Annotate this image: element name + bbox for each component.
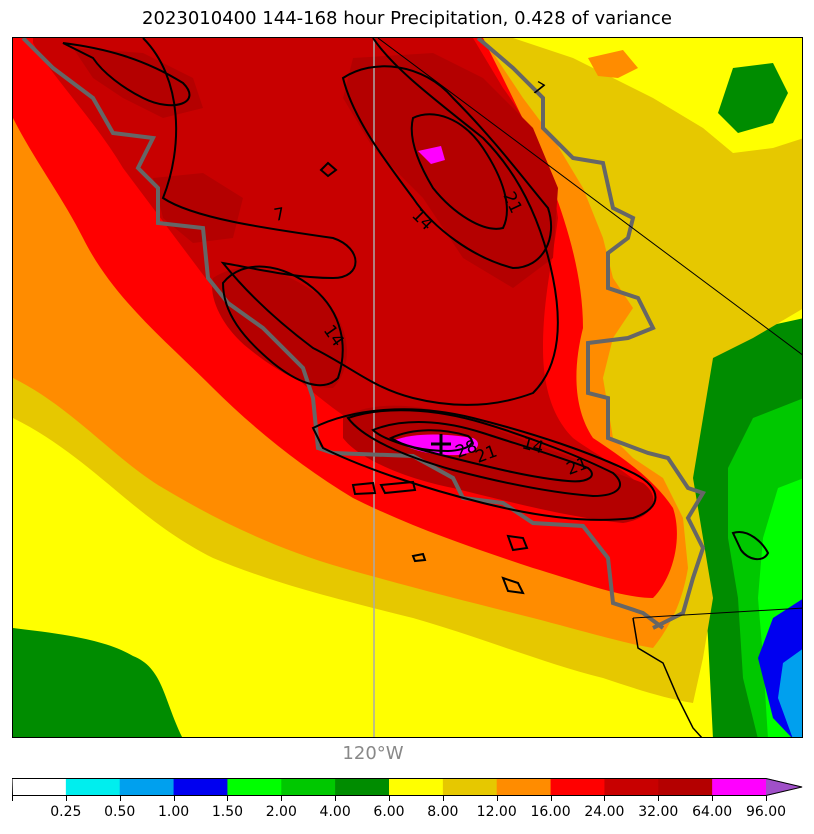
colorbar-segment xyxy=(12,778,67,796)
map-canvas: 7 7 14 21 14 28 21 14 21 xyxy=(13,38,802,737)
colorbar-segment xyxy=(550,778,605,796)
contour-7-outer xyxy=(142,38,559,406)
field-4-6-southwest xyxy=(13,628,183,737)
colorbar-segment xyxy=(496,778,552,796)
maximum-marker xyxy=(431,434,451,454)
colorbar-tick xyxy=(604,796,606,801)
colorbar-segment xyxy=(658,778,713,796)
colorbar-label: 1.00 xyxy=(157,804,190,820)
field-32-64-northcentral xyxy=(343,53,558,288)
contour-small-6 xyxy=(501,576,525,595)
state-border-east xyxy=(476,38,706,630)
colorbar-segment xyxy=(442,778,498,796)
contour-small-7 xyxy=(731,531,770,561)
colorbar-tick xyxy=(12,796,13,801)
colorbar-label: 24.00 xyxy=(584,804,625,820)
colorbar-segment xyxy=(712,778,767,796)
colorbar-tick xyxy=(227,796,229,801)
map-title: 2023010400 144-168 hour Precipitation, 0… xyxy=(142,8,672,29)
field-12-16-northeast xyxy=(588,50,638,78)
colorbar-tick xyxy=(389,796,390,801)
colorbar-tick xyxy=(766,796,767,801)
colorbar-label: 32.00 xyxy=(638,804,679,820)
colorbar-tick xyxy=(119,796,121,801)
colorbar-segment xyxy=(65,778,121,796)
contour-21-south xyxy=(371,421,593,483)
contour-28-south xyxy=(388,429,473,453)
contour-7-north xyxy=(62,42,191,107)
colorbar-label: 16.00 xyxy=(530,804,571,820)
colorbar-tick xyxy=(65,796,67,801)
contour-label: 7 xyxy=(272,204,286,226)
colorbar-label: 64.00 xyxy=(692,804,733,820)
field-4-6-northeast xyxy=(718,63,788,133)
field-64-96-north xyxy=(418,146,445,164)
colorbar-segment xyxy=(281,778,336,796)
colorbar-ticks: 0.25 0.50 1.00 1.50 2.00 4.00 6.00 8.00 12.00 16.… xyxy=(0,796,814,826)
border-line-southeast xyxy=(632,607,802,619)
contour-small-2 xyxy=(351,481,377,496)
colorbar-segment xyxy=(119,778,175,796)
colorbar-tick xyxy=(712,796,714,801)
colorbar-label: 0.25 xyxy=(50,804,82,820)
colorbar-label: 8.00 xyxy=(427,804,459,820)
colorbar xyxy=(12,778,803,796)
field-32-64-north xyxy=(73,48,203,118)
contour-14-north xyxy=(341,65,553,270)
colorbar-tick xyxy=(442,796,444,801)
colorbar-label: 0.50 xyxy=(104,804,136,820)
colorbar-label: 12.00 xyxy=(476,804,517,820)
colorbar-tick xyxy=(173,796,175,801)
colorbar-tick xyxy=(550,796,552,801)
colorbar-segment xyxy=(227,778,282,796)
border-line-northeast xyxy=(377,38,802,356)
coastline-southeast xyxy=(632,617,703,737)
colorbar-tick xyxy=(281,796,283,801)
contour-small-3 xyxy=(379,480,417,495)
colorbar-label: 1.50 xyxy=(211,804,244,820)
colorbar-label: 96.00 xyxy=(745,804,787,820)
colorbar-segment xyxy=(335,778,390,796)
contour-small-5 xyxy=(411,552,427,563)
contour-14-south xyxy=(346,409,621,498)
colorbar-segment xyxy=(173,778,228,796)
field-0.5-1-east xyxy=(778,649,802,737)
colorbar-extend-arrow xyxy=(766,778,803,796)
contour-7-south xyxy=(311,408,657,521)
colorbar-segment xyxy=(604,778,659,796)
colorbar-tick xyxy=(496,796,498,801)
contour-21-north xyxy=(410,113,508,230)
contour-lines xyxy=(62,38,770,595)
colorbar-label: 2.00 xyxy=(265,804,297,820)
contour-14-west xyxy=(221,265,344,387)
colorbar-segment xyxy=(389,778,444,796)
colorbar-label: 6.00 xyxy=(373,804,405,820)
colorbar-label: 4.00 xyxy=(319,804,351,820)
longitude-label: 120°W xyxy=(342,743,404,764)
field-32-64-west xyxy=(212,267,347,388)
colorbar-tick xyxy=(335,796,337,801)
contour-small-4 xyxy=(506,534,529,552)
colorbar-tick xyxy=(658,796,660,801)
contour-small-1 xyxy=(319,161,338,178)
precipitation-map[interactable]: 7 7 14 21 14 28 21 14 21 xyxy=(12,37,803,738)
